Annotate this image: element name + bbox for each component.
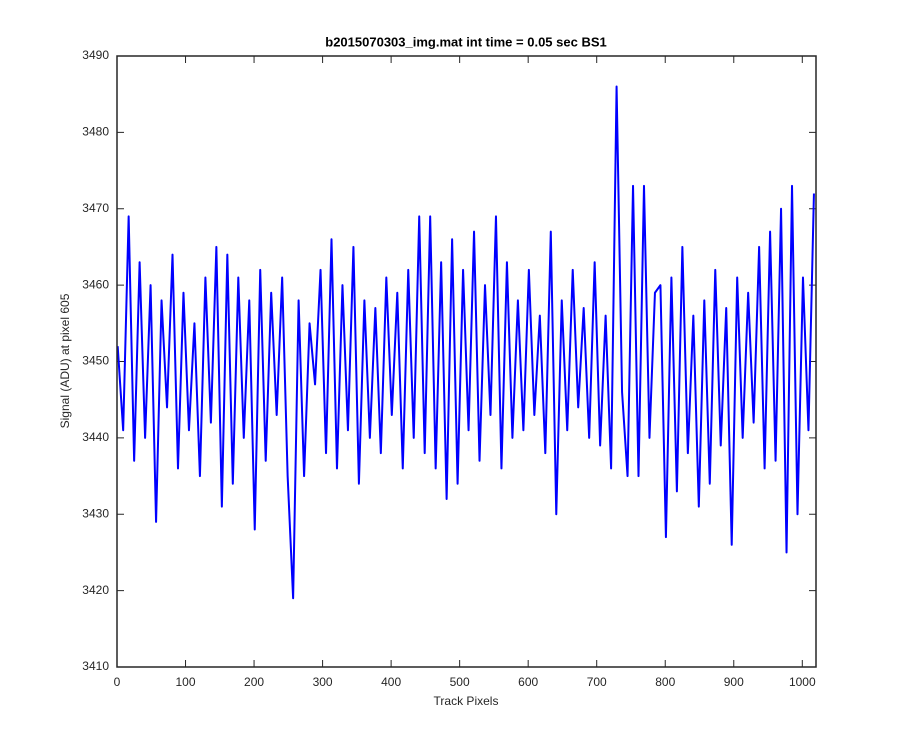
x-tick-label: 300	[313, 675, 333, 689]
y-tick-label: 3490	[82, 48, 109, 62]
x-tick-label: 400	[381, 675, 401, 689]
x-tick-label: 800	[655, 675, 675, 689]
x-tick-label: 200	[244, 675, 264, 689]
x-tick-label: 700	[587, 675, 607, 689]
y-axis-label: Signal (ADU) at pixel 605	[58, 293, 72, 428]
plot-frame	[116, 55, 817, 668]
x-tick-label: 900	[724, 675, 744, 689]
y-tick-label: 3440	[82, 430, 109, 444]
x-tick-label: 500	[450, 675, 470, 689]
chart-title: b2015070303_img.mat int time = 0.05 sec …	[325, 34, 606, 49]
y-tick-label: 3460	[82, 277, 109, 291]
y-tick-label: 3470	[82, 201, 109, 215]
x-tick-label: 100	[176, 675, 196, 689]
data-line	[116, 85, 815, 600]
y-tick-label: 3420	[82, 583, 109, 597]
x-axis-label: Track Pixels	[434, 694, 499, 708]
y-tick-label: 3430	[82, 506, 109, 520]
x-tick-label: 1000	[789, 675, 816, 689]
x-tick-label: 600	[518, 675, 538, 689]
y-tick-label: 3480	[82, 125, 109, 139]
x-tick-label: 0	[114, 675, 121, 689]
y-tick-label: 3450	[82, 354, 109, 368]
y-tick-label: 3410	[82, 659, 109, 673]
